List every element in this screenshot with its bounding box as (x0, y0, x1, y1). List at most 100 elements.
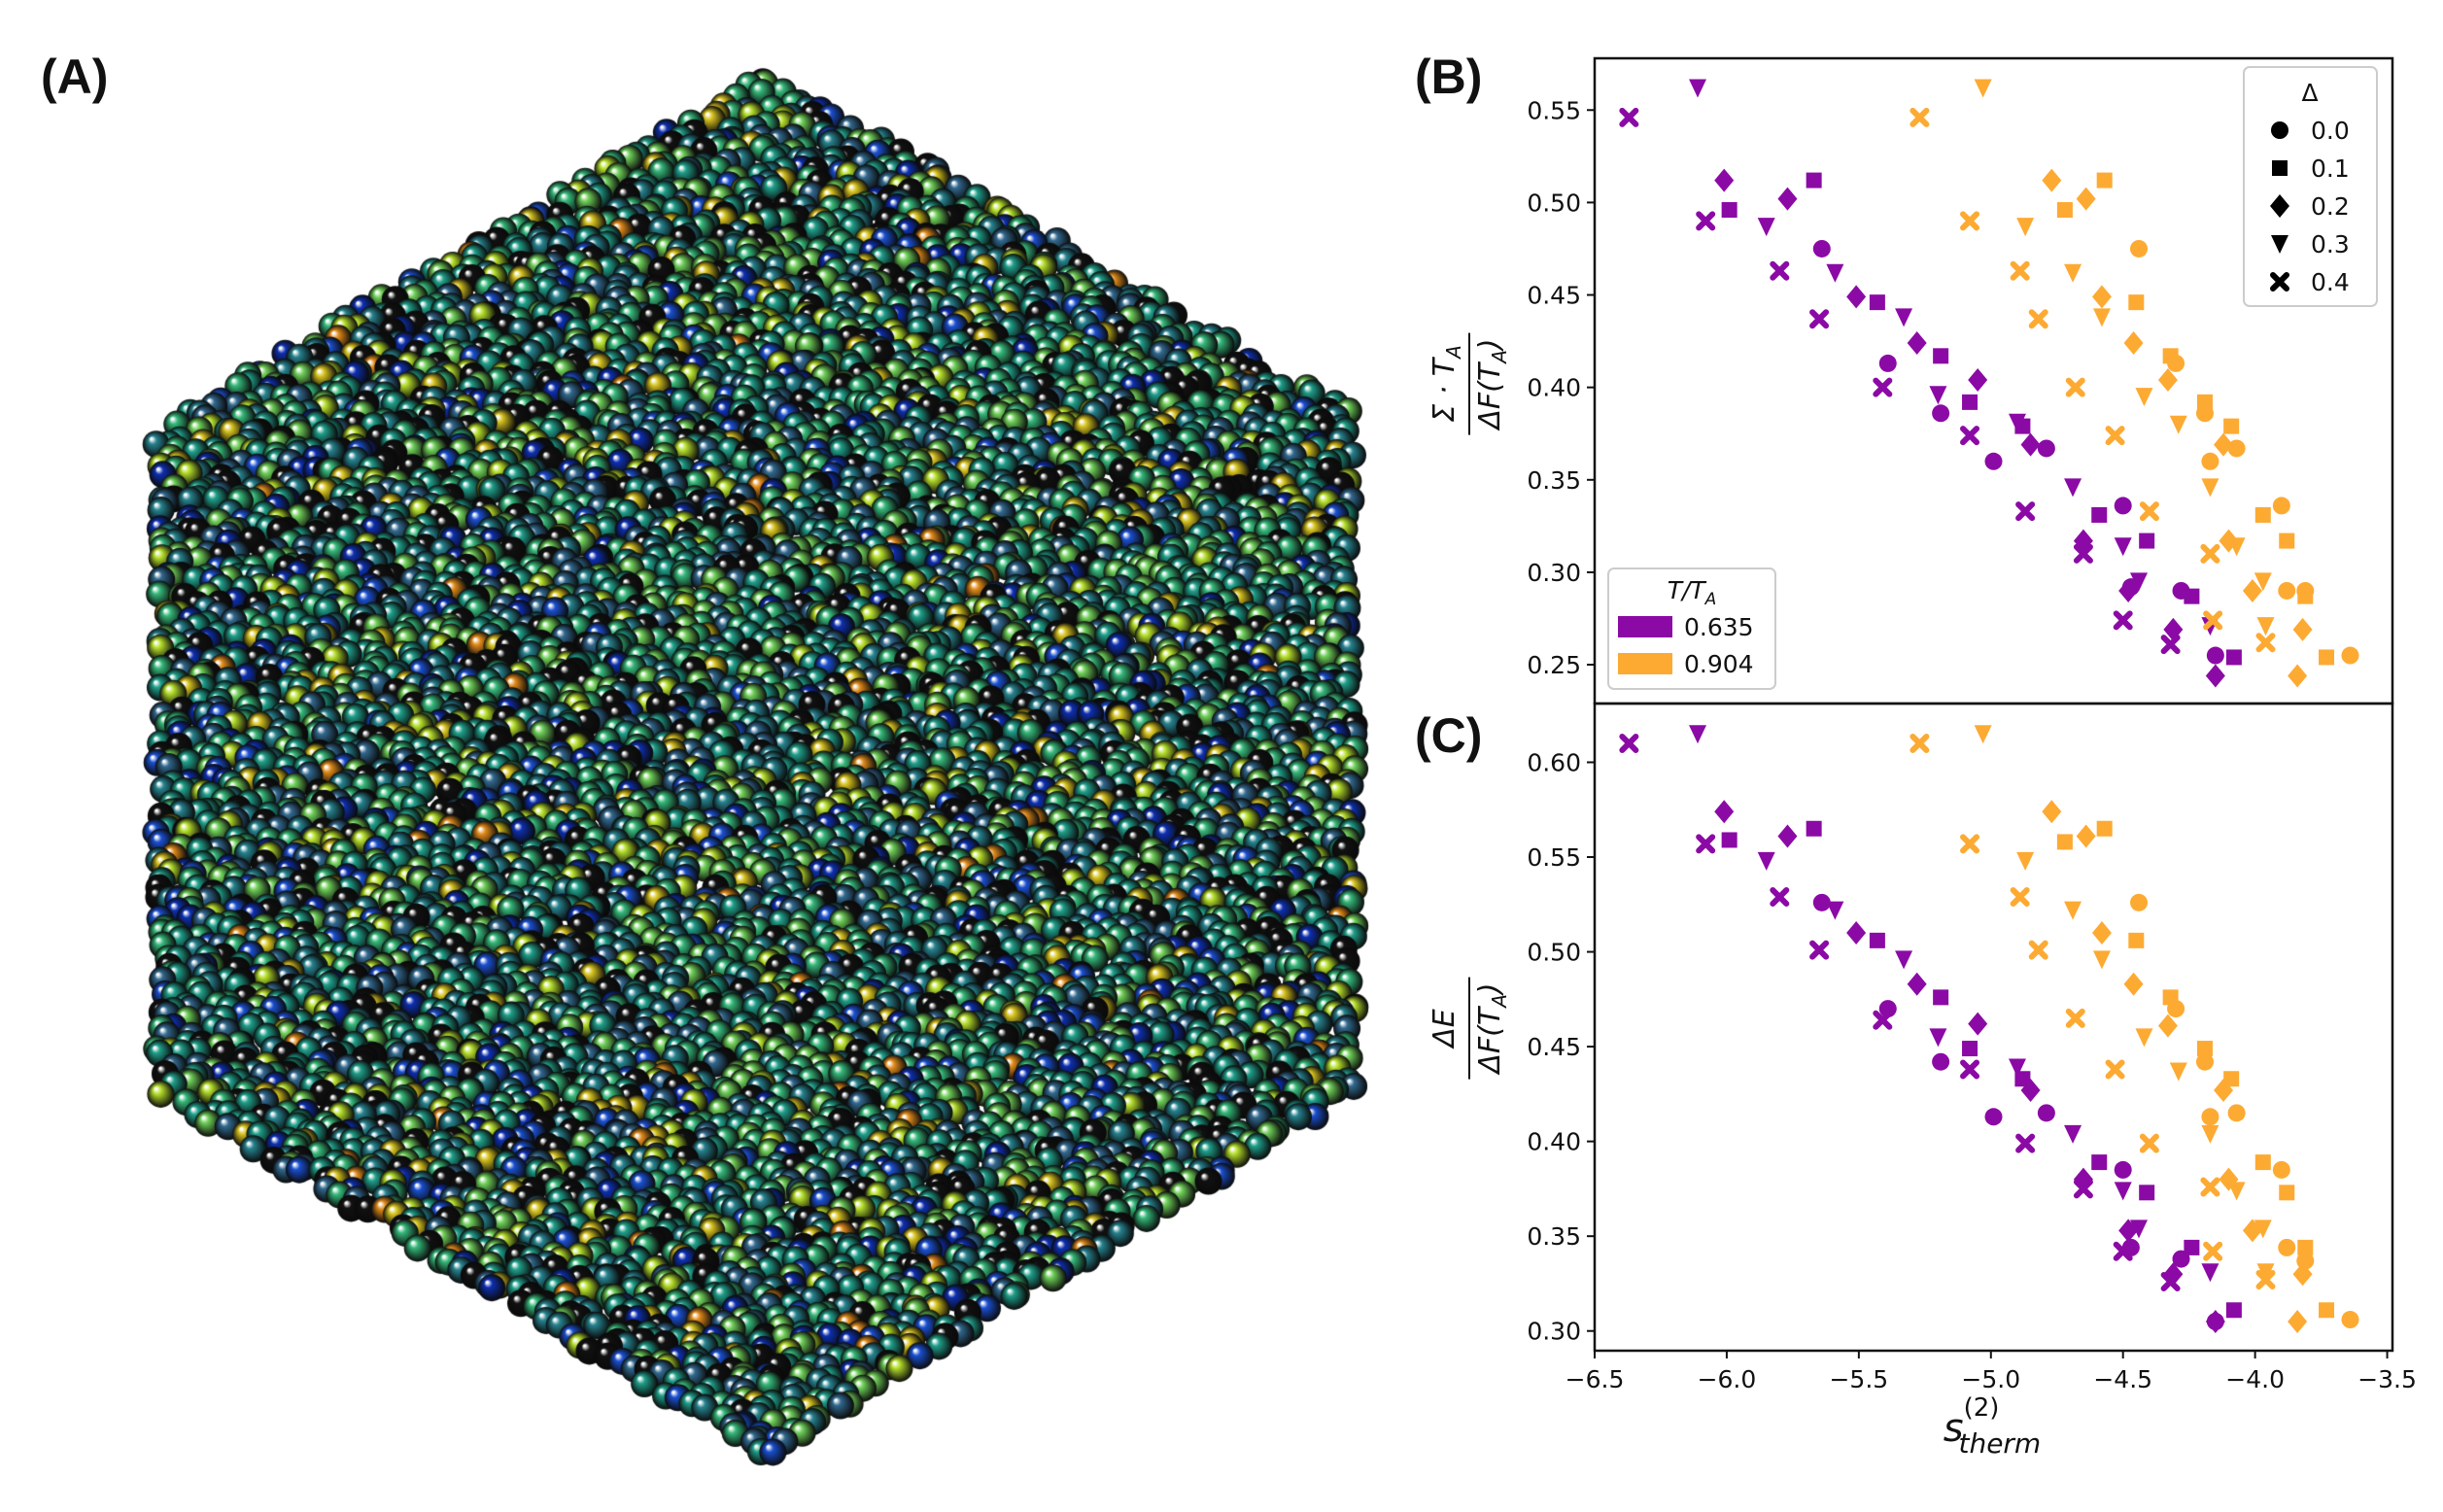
x-axis-label: s(2) therm (1943, 1393, 2041, 1460)
legend-color-swatch (1618, 653, 1672, 674)
data-point-delta-0-4-T-0-904 (2028, 309, 2048, 329)
data-point-delta-0-0-T-0-635 (2121, 1238, 2140, 1256)
data-point-delta-0-1-T-0-635 (1869, 932, 1885, 948)
data-point-delta-0-0-T-0-904 (2272, 1160, 2290, 1179)
data-point-delta-0-1-T-0-635 (2014, 418, 2031, 434)
y-tick-label: 0.40 (1527, 1128, 1581, 1156)
data-point-delta-0-1-T-0-635 (1962, 394, 1978, 410)
data-point-delta-0-3-T-0-635 (1929, 386, 1947, 405)
data-point-delta-0-0-T-0-904 (2278, 581, 2296, 600)
data-point-delta-0-0-T-0-635 (2206, 646, 2224, 665)
data-point-delta-0-2-T-0-635 (1907, 330, 1927, 355)
data-point-delta-0-4-T-0-635 (2015, 501, 2036, 522)
data-point-delta-0-2-T-0-904 (2288, 1309, 2308, 1333)
panel-c-axes-frame (1593, 702, 2394, 1353)
xlabel-base: s (1943, 1406, 1964, 1451)
data-point-delta-0-1-T-0-635 (1806, 172, 1822, 189)
data-point-delta-0-3-T-0-904 (2169, 1062, 2187, 1082)
data-point-delta-0-3-T-0-904 (2256, 617, 2275, 636)
data-point-delta-0-0-T-0-904 (2195, 404, 2214, 423)
data-point-delta-0-4-T-0-635 (2113, 610, 2133, 631)
data-point-delta-0-1-T-0-635 (2184, 1239, 2200, 1255)
data-point-delta-0-3-T-0-635 (1757, 851, 1775, 871)
data-point-delta-0-2-T-0-904 (2288, 664, 2308, 688)
panel-c-label: (C) (1415, 708, 1483, 763)
data-point-delta-0-4-T-0-635 (1619, 107, 1639, 127)
data-point-delta-0-3-T-0-635 (1826, 901, 1844, 920)
legend-x-icon (2270, 272, 2289, 292)
data-point-delta-0-4-T-0-635 (1696, 211, 1716, 231)
data-point-delta-0-3-T-0-635 (1757, 218, 1775, 237)
data-point-delta-0-0-T-0-635 (2037, 439, 2055, 458)
data-point-delta-0-1-T-0-635 (2139, 533, 2155, 549)
data-point-delta-0-1-T-0-635 (1933, 989, 1949, 1006)
data-point-delta-0-0-T-0-904 (2201, 452, 2219, 470)
data-point-delta-0-1-T-0-635 (1962, 1041, 1978, 1057)
data-point-delta-0-2-T-0-904 (2292, 617, 2313, 641)
data-point-delta-0-0-T-0-635 (1932, 404, 1950, 423)
data-point-delta-0-1-T-0-635 (1806, 820, 1822, 837)
data-point-delta-0-2-T-0-635 (1714, 800, 1735, 824)
data-point-delta-0-4-T-0-635 (1873, 377, 1893, 397)
data-point-delta-0-2-T-0-635 (1846, 921, 1867, 945)
data-point-delta-0-0-T-0-635 (1984, 1108, 2003, 1126)
legend-diamond-icon (2270, 194, 2289, 218)
data-point-delta-0-4-T-0-904 (2200, 543, 2220, 564)
data-point-delta-0-4-T-0-904 (2255, 633, 2276, 653)
legend-square-icon (2272, 160, 2288, 176)
data-point-delta-0-1-T-0-635 (2091, 1154, 2108, 1171)
ylabel-denominator-sub: A (1488, 350, 1511, 363)
data-point-delta-0-1-T-0-904 (2196, 1041, 2213, 1057)
data-point-delta-0-4-T-0-904 (1910, 107, 1930, 127)
data-point-delta-0-1-T-0-904 (2279, 1185, 2295, 1201)
ylabel-numerator: ΔE (1428, 1009, 1462, 1048)
y-tick-label: 0.50 (1527, 939, 1581, 967)
y-tick-label: 0.40 (1527, 374, 1581, 402)
data-point-delta-0-2-T-0-635 (1777, 187, 1798, 211)
data-point-delta-0-4-T-0-904 (2010, 886, 2030, 907)
data-point-delta-0-2-T-0-904 (2091, 921, 2112, 945)
panel-c-plot: 0.30 0.35 0.40 0.45 0.50 0.55 0.60 −6.5 −6.0 −5.5… (1527, 702, 2417, 1393)
data-point-delta-0-2-T-0-904 (2091, 285, 2112, 309)
data-point-delta-0-3-T-0-904 (2135, 388, 2153, 407)
legend-delta-label: 0.3 (2311, 230, 2350, 258)
data-point-delta-0-1-T-0-635 (1933, 348, 1949, 364)
data-point-delta-0-3-T-0-904 (1974, 725, 1992, 744)
ylabel-numerator-sub: A (1442, 345, 1465, 359)
data-point-delta-0-2-T-0-635 (1777, 824, 1798, 848)
x-tick-label: −6.0 (1698, 1365, 1757, 1393)
data-point-delta-0-2-T-0-904 (2076, 824, 2096, 848)
data-point-delta-0-1-T-0-635 (2225, 1302, 2242, 1319)
data-point-delta-0-2-T-0-904 (2076, 187, 2096, 211)
data-point-delta-0-4-T-0-904 (2065, 1008, 2085, 1028)
data-point-delta-0-4-T-0-635 (2073, 1179, 2093, 1199)
data-point-delta-0-1-T-0-904 (2297, 1239, 2314, 1255)
data-point-delta-0-4-T-0-635 (1770, 260, 1790, 281)
data-point-delta-0-1-T-0-904 (2128, 932, 2145, 948)
x-tick-label: −5.0 (1961, 1365, 2020, 1393)
data-point-delta-0-4-T-0-635 (1770, 886, 1790, 907)
data-point-delta-0-1-T-0-635 (1869, 294, 1885, 311)
y-tick-label: 0.45 (1527, 1033, 1581, 1061)
panel-b-plot: 0.25 0.30 0.35 0.40 0.45 0.50 0.55 (1527, 56, 2394, 705)
data-point-delta-0-1-T-0-904 (2223, 418, 2240, 434)
panel-a-label: (A) (41, 50, 109, 104)
data-point-delta-0-0-T-0-904 (2130, 893, 2149, 911)
data-point-delta-0-2-T-0-904 (2292, 1262, 2313, 1287)
data-point-delta-0-1-T-0-635 (2091, 506, 2108, 523)
data-point-delta-0-0-T-0-904 (2272, 497, 2290, 515)
data-point-delta-0-4-T-0-635 (2073, 543, 2093, 564)
x-tick-label: −6.5 (1566, 1365, 1625, 1393)
data-point-delta-0-3-T-0-635 (2064, 1124, 2082, 1144)
data-point-delta-0-3-T-0-635 (2114, 537, 2132, 557)
legend-triangle-down-icon (2271, 235, 2288, 254)
y-tick-label: 0.55 (1527, 96, 1581, 124)
ylabel-denominator: ΔF(T (1473, 1007, 1507, 1074)
ylabel-denominator-sub: A (1488, 994, 1511, 1008)
data-point-delta-0-1-T-0-904 (2128, 294, 2145, 311)
data-point-delta-0-3-T-0-904 (2064, 901, 2082, 920)
data-point-delta-0-1-T-0-904 (2056, 834, 2073, 850)
data-point-delta-0-0-T-0-904 (2201, 1108, 2219, 1126)
xlabel-sup: (2) (1963, 1393, 2000, 1423)
